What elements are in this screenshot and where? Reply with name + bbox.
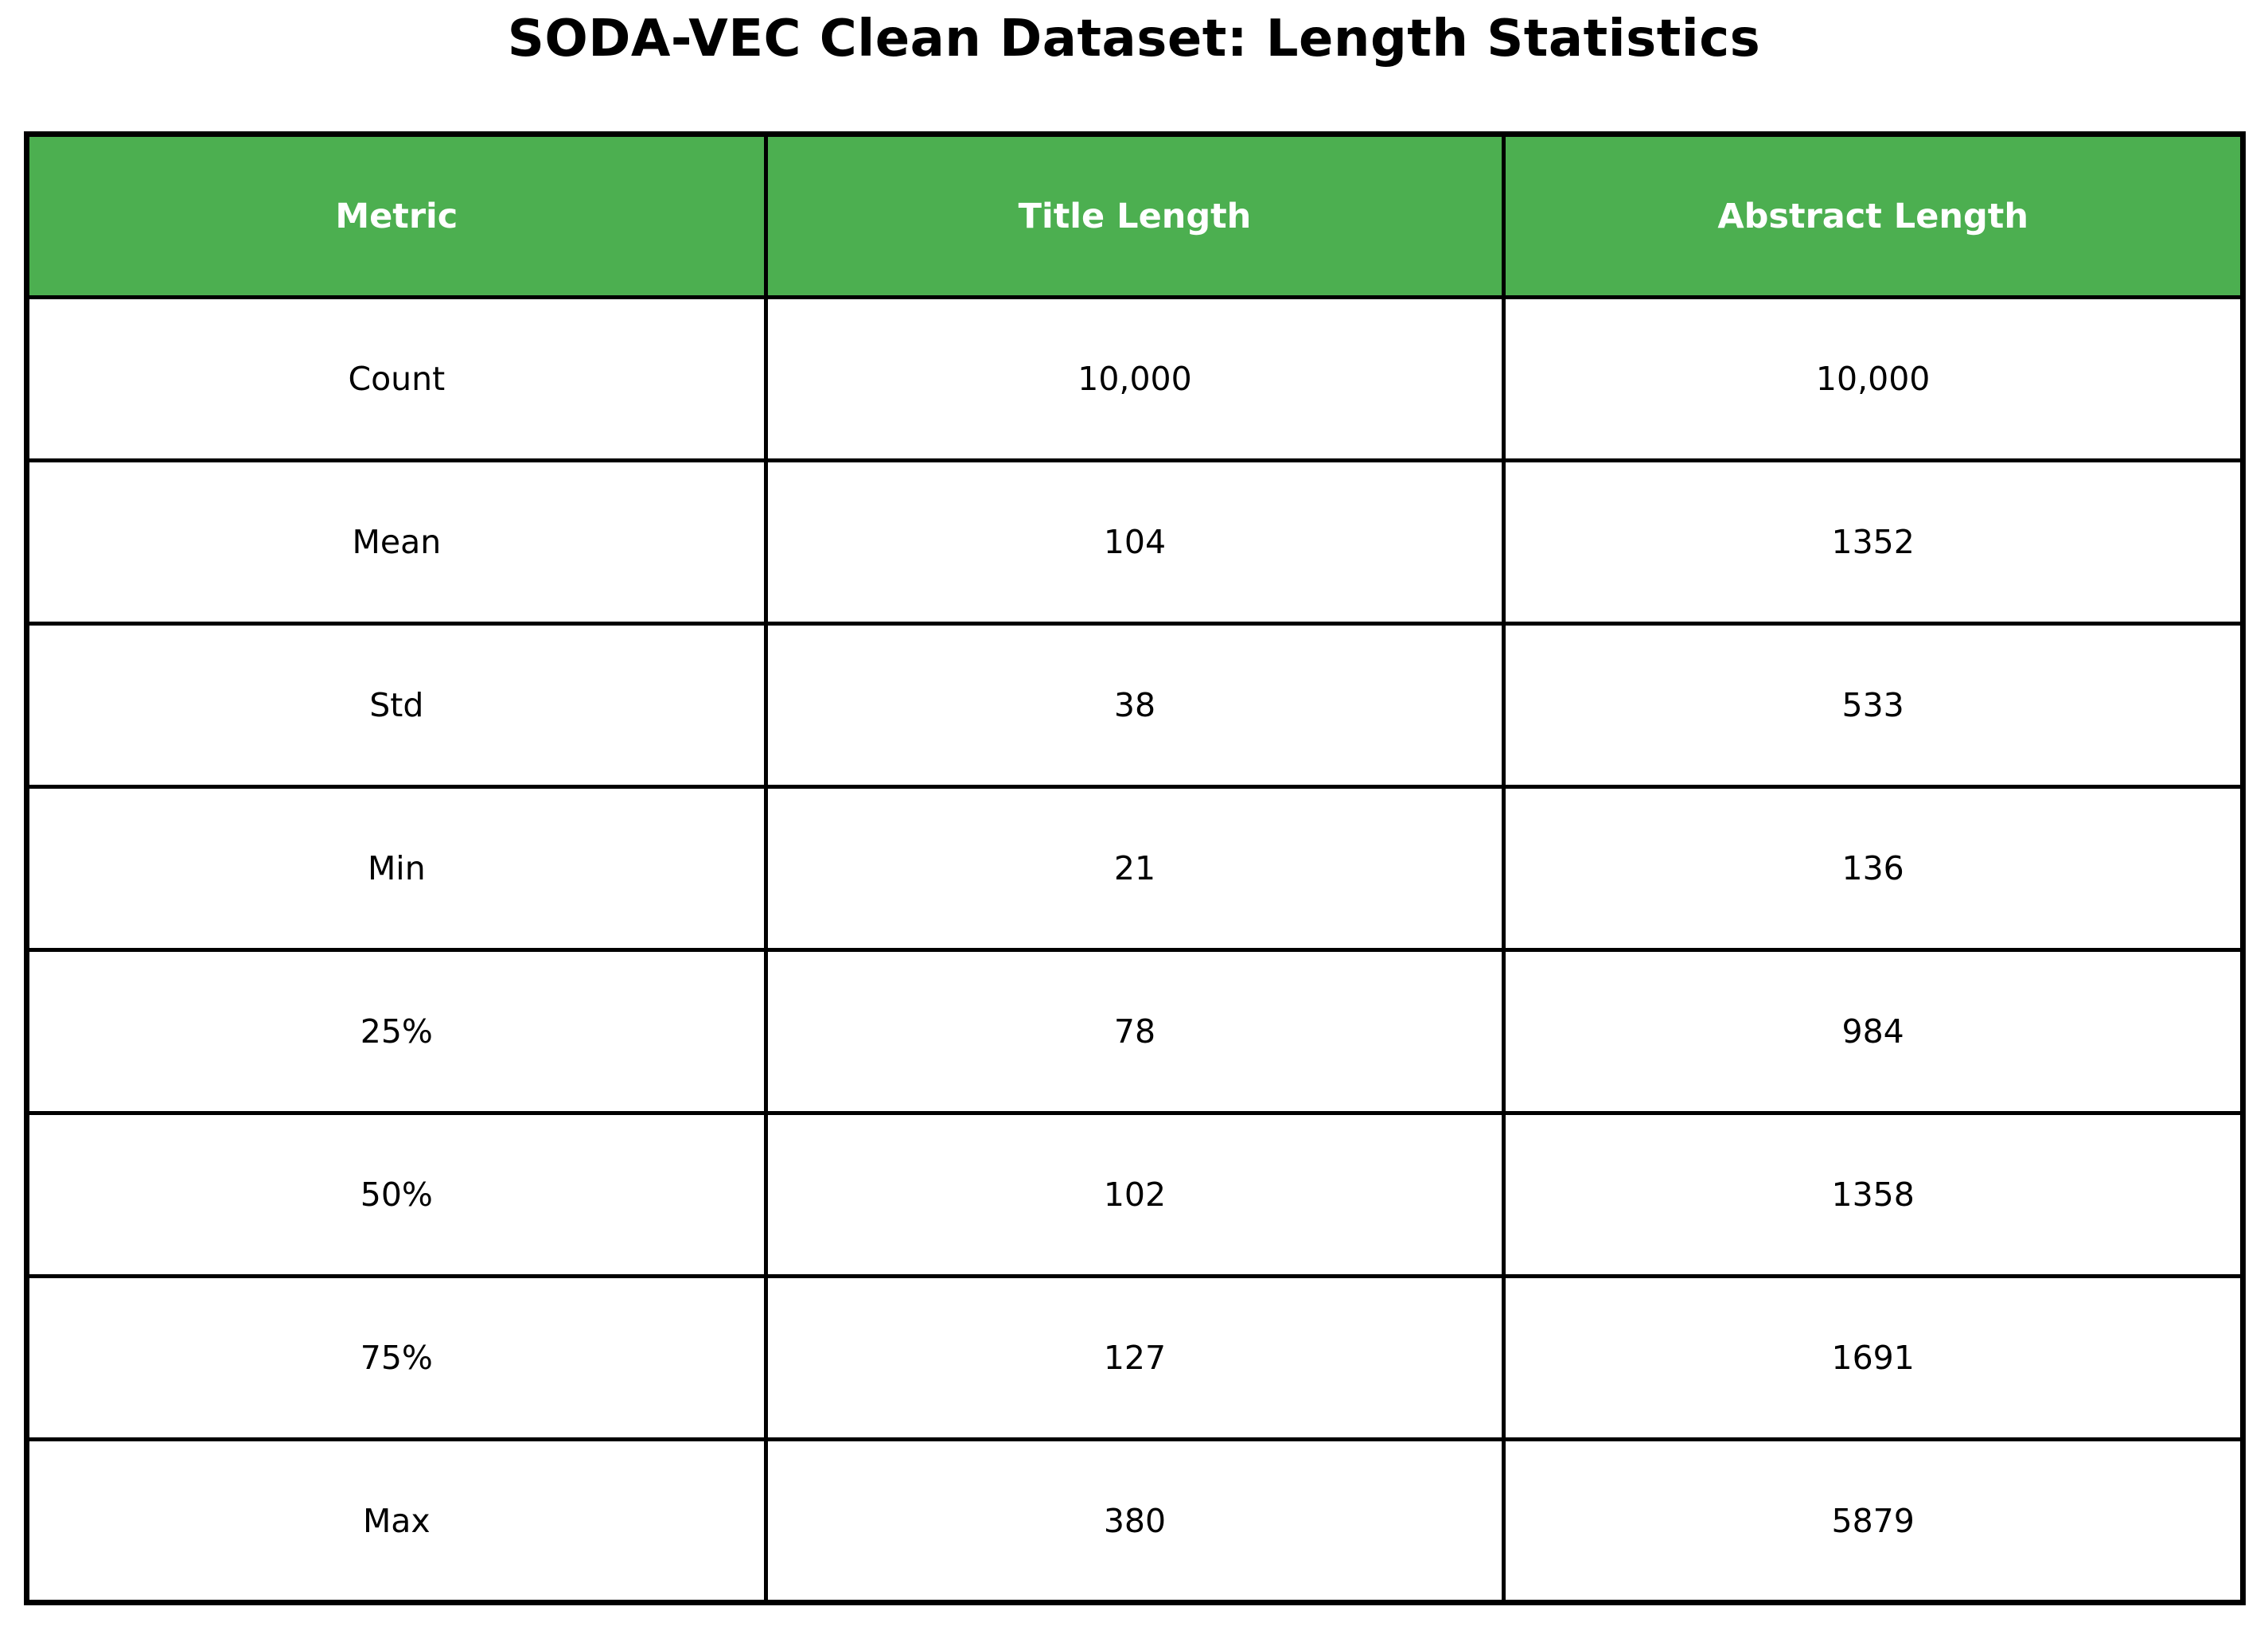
table-row-count: Count 10,000 10,000 (25, 295, 2245, 462)
abstract-length-value: 10,000 (1502, 295, 2245, 462)
abstract-length-value: 533 (1502, 622, 2245, 789)
metric-label: Min (25, 785, 768, 952)
abstract-length-value: 5879 (1502, 1437, 2245, 1605)
table-row-50pct: 50% 102 1358 (25, 1111, 2245, 1278)
table-row-mean: Mean 104 1352 (25, 458, 2245, 626)
column-header-metric: Metric (25, 132, 768, 299)
table-row-min: Min 21 136 (25, 785, 2245, 952)
title-length-value: 38 (763, 622, 1506, 789)
page-title: SODA-VEC Clean Dataset: Length Statistic… (507, 10, 1761, 68)
metric-label: 75% (25, 1274, 768, 1441)
metric-label: Count (25, 295, 768, 462)
title-length-value: 102 (763, 1111, 1506, 1278)
title-length-value: 10,000 (763, 295, 1506, 462)
table-header-row: Metric Title Length Abstract Length (25, 132, 2245, 299)
metric-label: Max (25, 1437, 768, 1605)
table-row-max: Max 380 5879 (25, 1437, 2245, 1605)
table-row-std: Std 38 533 (25, 622, 2245, 789)
abstract-length-value: 1358 (1502, 1111, 2245, 1278)
abstract-length-value: 1352 (1502, 458, 2245, 626)
metric-label: 50% (25, 1111, 768, 1278)
table-row-75pct: 75% 127 1691 (25, 1274, 2245, 1441)
abstract-length-value: 136 (1502, 785, 2245, 952)
abstract-length-value: 1691 (1502, 1274, 2245, 1441)
metric-label: 25% (25, 948, 768, 1115)
metric-label: Std (25, 622, 768, 789)
length-statistics-table: Metric Title Length Abstract Length Coun… (24, 131, 2246, 1605)
title-length-value: 78 (763, 948, 1506, 1115)
title-length-value: 104 (763, 458, 1506, 626)
title-length-value: 127 (763, 1274, 1506, 1441)
abstract-length-value: 984 (1502, 948, 2245, 1115)
metric-label: Mean (25, 458, 768, 626)
title-length-value: 380 (763, 1437, 1506, 1605)
table-row-25pct: 25% 78 984 (25, 948, 2245, 1115)
column-header-abstract-length: Abstract Length (1502, 132, 2245, 299)
title-length-value: 21 (763, 785, 1506, 952)
column-header-title-length: Title Length (763, 132, 1506, 299)
